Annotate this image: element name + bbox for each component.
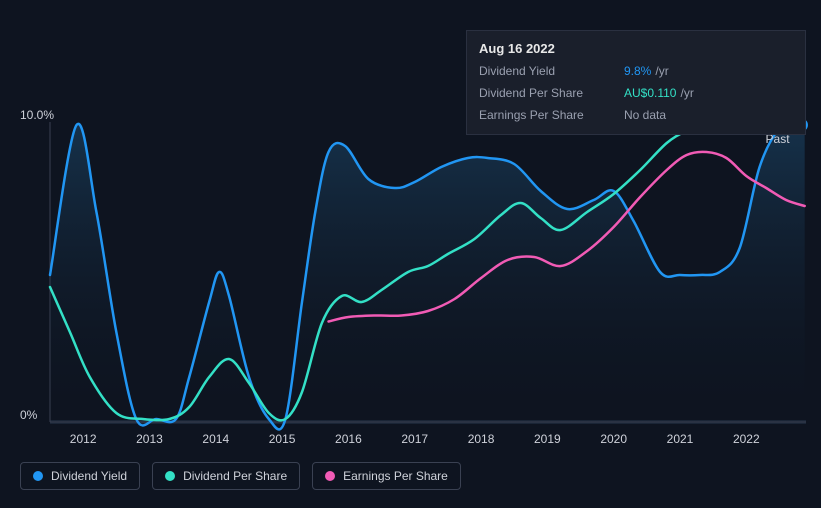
tooltip-row-value: 9.8% bbox=[624, 64, 651, 78]
tooltip-row-suffix: /yr bbox=[655, 64, 668, 78]
legend-item-dividend-per-share[interactable]: Dividend Per Share bbox=[152, 462, 300, 490]
x-tick-label: 2018 bbox=[468, 432, 495, 446]
legend-dot bbox=[325, 471, 335, 481]
tooltip-row-suffix: /yr bbox=[680, 86, 693, 100]
tooltip-row: Dividend Yield 9.8% /yr bbox=[479, 60, 793, 82]
dividend-chart: Aug 16 2022 Dividend Yield 9.8% /yr Divid… bbox=[0, 0, 821, 508]
x-tick-label: 2017 bbox=[401, 432, 428, 446]
y-axis-max-label: 10.0% bbox=[20, 108, 54, 122]
legend-dot bbox=[165, 471, 175, 481]
tooltip-row-label: Earnings Per Share bbox=[479, 106, 624, 124]
x-tick-label: 2013 bbox=[136, 432, 163, 446]
tooltip-row-label: Dividend Yield bbox=[479, 62, 624, 80]
tooltip-row-value: No data bbox=[624, 108, 666, 122]
legend-item-earnings-per-share[interactable]: Earnings Per Share bbox=[312, 462, 461, 490]
x-tick-label: 2014 bbox=[202, 432, 229, 446]
x-tick-label: 2020 bbox=[600, 432, 627, 446]
x-tick-label: 2021 bbox=[667, 432, 694, 446]
chart-tooltip: Aug 16 2022 Dividend Yield 9.8% /yr Divid… bbox=[466, 30, 806, 135]
x-tick-label: 2015 bbox=[269, 432, 296, 446]
tooltip-date: Aug 16 2022 bbox=[479, 41, 793, 56]
x-tick-label: 2022 bbox=[733, 432, 760, 446]
tooltip-row: Dividend Per Share AU$0.110/yr bbox=[479, 82, 793, 104]
x-tick-label: 2019 bbox=[534, 432, 561, 446]
tooltip-row-label: Dividend Per Share bbox=[479, 84, 624, 102]
legend-dot bbox=[33, 471, 43, 481]
y-axis-min-label: 0% bbox=[20, 408, 37, 422]
legend-item-label: Dividend Yield bbox=[51, 469, 127, 483]
x-tick-label: 2012 bbox=[70, 432, 97, 446]
legend-item-label: Earnings Per Share bbox=[343, 469, 448, 483]
tooltip-row: Earnings Per Share No data bbox=[479, 104, 793, 126]
legend-item-dividend-yield[interactable]: Dividend Yield bbox=[20, 462, 140, 490]
legend-item-label: Dividend Per Share bbox=[183, 469, 287, 483]
tooltip-row-value: AU$0.110 bbox=[624, 86, 676, 100]
x-tick-label: 2016 bbox=[335, 432, 362, 446]
chart-legend: Dividend Yield Dividend Per Share Earnin… bbox=[20, 462, 461, 490]
